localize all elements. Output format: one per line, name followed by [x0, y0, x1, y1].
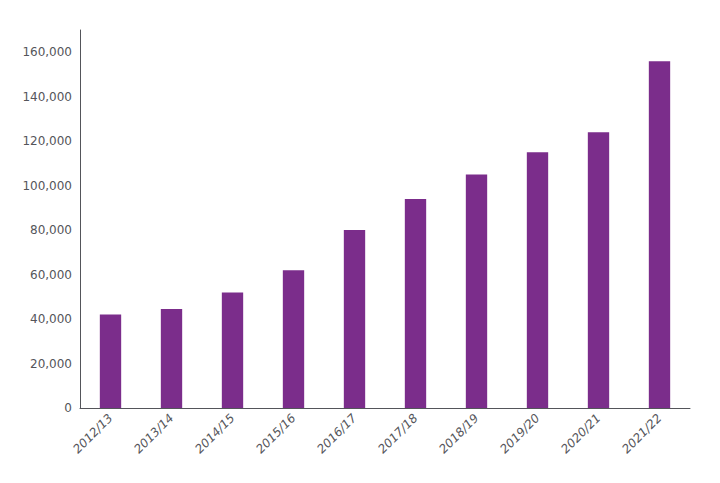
- svg-text:2018/19: 2018/19: [436, 411, 481, 456]
- svg-text:2013/14: 2013/14: [131, 411, 176, 456]
- svg-text:160,000: 160,000: [22, 45, 72, 59]
- svg-text:2019/20: 2019/20: [497, 411, 542, 456]
- svg-text:100,000: 100,000: [22, 179, 72, 193]
- svg-text:40,000: 40,000: [30, 312, 72, 326]
- svg-text:2012/13: 2012/13: [70, 411, 115, 456]
- svg-text:60,000: 60,000: [30, 268, 72, 282]
- svg-text:2016/17: 2016/17: [314, 411, 359, 456]
- svg-text:0: 0: [64, 401, 72, 415]
- svg-text:120,000: 120,000: [22, 134, 72, 148]
- svg-text:2021/22: 2021/22: [619, 411, 664, 456]
- svg-text:80,000: 80,000: [30, 223, 72, 237]
- svg-text:2020/21: 2020/21: [558, 411, 603, 456]
- svg-text:2017/18: 2017/18: [375, 411, 420, 456]
- svg-text:2015/16: 2015/16: [253, 411, 298, 456]
- svg-text:2014/15: 2014/15: [192, 411, 237, 456]
- svg-text:20,000: 20,000: [30, 357, 72, 371]
- svg-text:140,000: 140,000: [22, 90, 72, 104]
